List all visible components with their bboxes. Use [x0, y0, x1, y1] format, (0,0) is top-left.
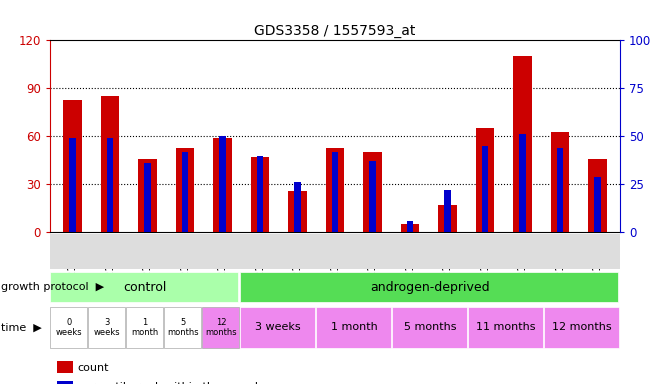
Bar	[363, 152, 382, 232]
Text: growth protocol  ▶: growth protocol ▶	[1, 282, 104, 292]
Text: 5 months: 5 months	[404, 322, 456, 333]
Text: 0
weeks: 0 weeks	[56, 318, 83, 337]
Bar	[219, 136, 226, 232]
Bar	[144, 163, 151, 232]
Text: percentile rank within the sample: percentile rank within the sample	[77, 382, 265, 384]
Text: androgen-deprived: androgen-deprived	[370, 281, 490, 293]
Bar	[445, 190, 451, 232]
Bar	[138, 159, 157, 232]
Bar	[182, 152, 188, 232]
Bar	[326, 147, 344, 232]
Text: 12 months: 12 months	[552, 322, 612, 333]
Text: 12
months: 12 months	[205, 318, 237, 337]
Bar	[63, 99, 82, 232]
Bar	[544, 307, 619, 348]
Bar	[50, 272, 238, 302]
Bar	[126, 307, 162, 348]
Bar	[332, 152, 339, 232]
Bar	[57, 361, 73, 372]
Bar	[88, 307, 125, 348]
Bar	[519, 134, 526, 232]
Bar	[288, 191, 307, 232]
Bar	[57, 381, 73, 384]
Text: 1
month: 1 month	[131, 318, 159, 337]
Text: control: control	[124, 281, 167, 293]
Bar	[101, 96, 120, 232]
Bar	[476, 128, 495, 232]
Bar	[251, 157, 270, 232]
Bar	[557, 148, 564, 232]
Bar	[594, 177, 601, 232]
Text: 5
months: 5 months	[167, 318, 199, 337]
Bar	[294, 182, 301, 232]
Bar	[176, 147, 194, 232]
Text: 3
weeks: 3 weeks	[94, 318, 120, 337]
Bar	[50, 307, 86, 348]
Text: count: count	[77, 362, 109, 373]
Bar	[202, 307, 239, 348]
Text: 3 weeks: 3 weeks	[255, 322, 301, 333]
Bar	[240, 307, 315, 348]
Bar	[551, 131, 569, 232]
Bar	[316, 307, 391, 348]
Bar	[213, 138, 232, 232]
Bar	[164, 307, 201, 348]
Bar	[257, 156, 263, 232]
Bar	[588, 159, 607, 232]
Bar	[0, 271, 50, 303]
Bar	[400, 224, 419, 232]
Bar	[392, 307, 467, 348]
Text: 11 months: 11 months	[476, 322, 536, 333]
Bar	[468, 307, 543, 348]
Bar	[482, 146, 488, 232]
Text: time  ▶: time ▶	[1, 322, 42, 333]
Bar	[369, 161, 376, 232]
Bar	[407, 221, 413, 232]
Text: 1 month: 1 month	[331, 322, 378, 333]
Title: GDS3358 / 1557593_at: GDS3358 / 1557593_at	[254, 24, 416, 38]
Bar	[240, 272, 618, 302]
Bar	[107, 138, 113, 232]
Bar	[438, 205, 457, 232]
Bar	[70, 138, 76, 232]
Bar	[0, 305, 50, 349]
Bar	[514, 56, 532, 232]
